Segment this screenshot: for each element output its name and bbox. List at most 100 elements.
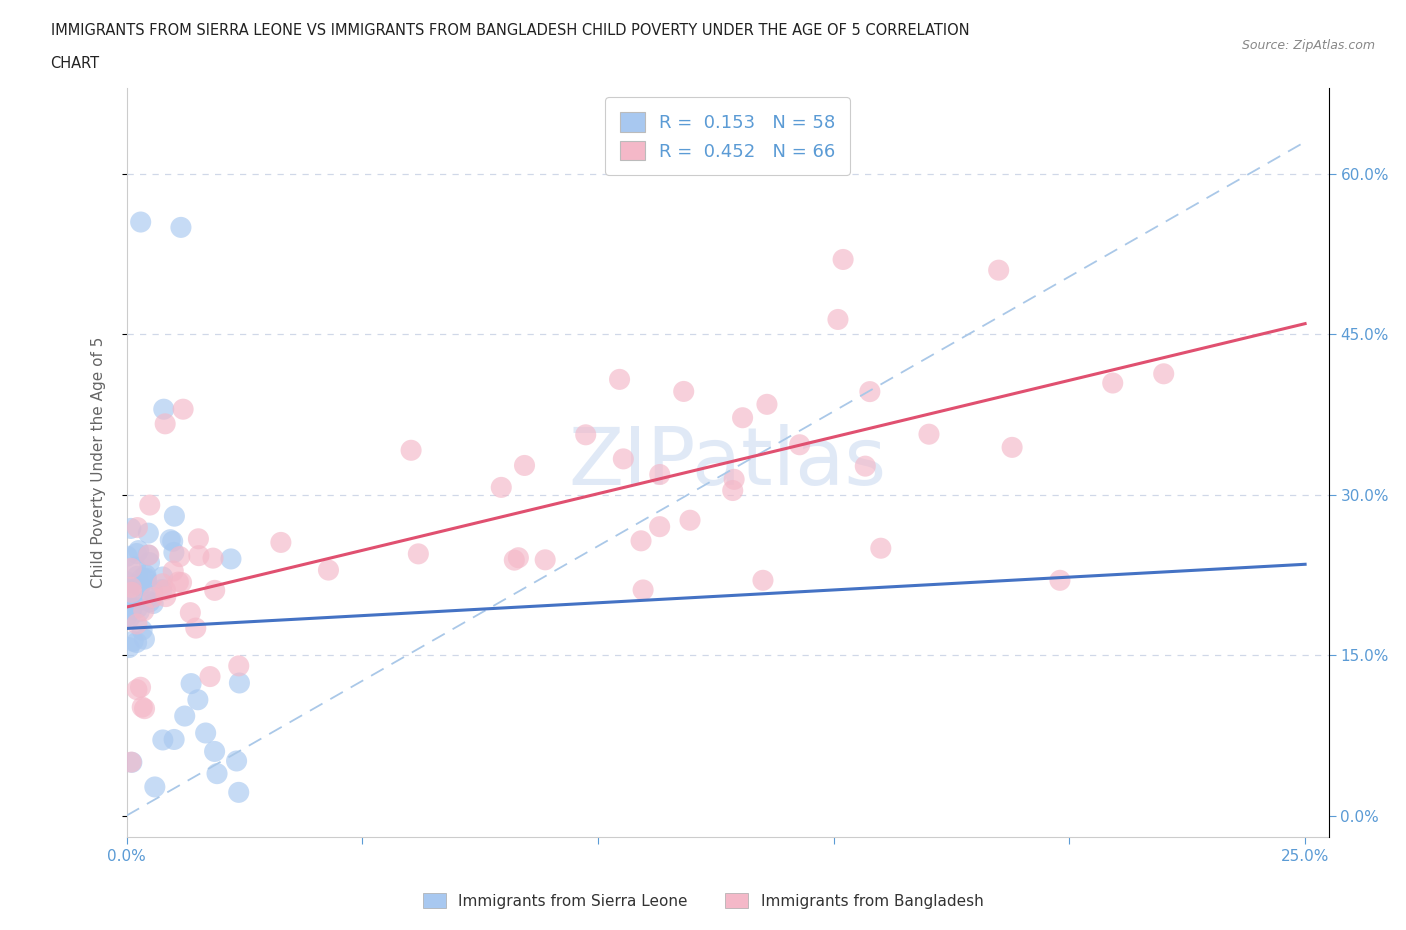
Point	[155, 590, 177, 604]
Point	[731, 410, 754, 425]
Point	[127, 601, 149, 616]
Point	[194, 725, 217, 740]
Point	[198, 670, 221, 684]
Point	[142, 584, 165, 599]
Point	[723, 472, 745, 486]
Point	[134, 701, 156, 716]
Point	[128, 604, 150, 619]
Point	[115, 609, 138, 624]
Point	[672, 384, 695, 399]
Point	[115, 549, 138, 564]
Point	[184, 620, 207, 635]
Point	[155, 582, 177, 597]
Point	[135, 571, 157, 586]
Point	[202, 551, 225, 565]
Point	[152, 569, 174, 584]
Point	[121, 585, 143, 600]
Point	[534, 552, 557, 567]
Point	[170, 220, 193, 235]
Point	[752, 573, 775, 588]
Point	[120, 755, 142, 770]
Point	[630, 534, 652, 549]
Point	[132, 604, 155, 618]
Point	[159, 532, 181, 547]
Point	[204, 583, 226, 598]
Point	[170, 575, 193, 590]
Point	[869, 541, 891, 556]
Point	[228, 675, 250, 690]
Point	[853, 458, 876, 473]
Point	[128, 543, 150, 558]
Point	[120, 521, 142, 536]
Point	[163, 545, 186, 560]
Point	[131, 699, 153, 714]
Point	[121, 755, 143, 770]
Point	[503, 552, 526, 567]
Point	[124, 560, 146, 575]
Point	[270, 535, 292, 550]
Point	[135, 567, 157, 582]
Point	[125, 617, 148, 631]
Point	[1049, 573, 1071, 588]
Point	[120, 601, 142, 616]
Point	[136, 548, 159, 563]
Point	[138, 594, 160, 609]
Point	[679, 512, 702, 527]
Point	[408, 547, 430, 562]
Point	[187, 692, 209, 707]
Point	[134, 631, 156, 646]
Point	[225, 753, 247, 768]
Point	[399, 443, 422, 458]
Point	[117, 583, 139, 598]
Point	[163, 509, 186, 524]
Point	[187, 531, 209, 546]
Point	[152, 733, 174, 748]
Point	[648, 519, 671, 534]
Point	[162, 564, 184, 578]
Point	[120, 580, 142, 595]
Point	[117, 608, 139, 623]
Point	[987, 263, 1010, 278]
Point	[508, 551, 530, 565]
Point	[827, 312, 849, 327]
Point	[205, 766, 228, 781]
Point	[127, 520, 149, 535]
Point	[204, 744, 226, 759]
Point	[219, 551, 242, 566]
Point	[162, 534, 184, 549]
Point	[575, 428, 598, 443]
Point	[142, 590, 165, 604]
Point	[129, 680, 152, 695]
Point	[120, 601, 142, 616]
Point	[125, 635, 148, 650]
Point	[125, 546, 148, 561]
Text: IMMIGRANTS FROM SIERRA LEONE VS IMMIGRANTS FROM BANGLADESH CHILD POVERTY UNDER T: IMMIGRANTS FROM SIERRA LEONE VS IMMIGRAN…	[51, 23, 969, 38]
Point	[142, 596, 165, 611]
Point	[117, 575, 139, 590]
Point	[631, 582, 654, 597]
Text: ZIPatlas: ZIPatlas	[568, 424, 887, 501]
Point	[318, 563, 340, 578]
Point	[138, 525, 160, 540]
Point	[918, 427, 941, 442]
Point	[612, 451, 634, 466]
Point	[143, 779, 166, 794]
Point	[187, 548, 209, 563]
Point	[163, 732, 186, 747]
Point	[1153, 366, 1175, 381]
Point	[179, 605, 201, 620]
Point	[1001, 440, 1024, 455]
Point	[131, 622, 153, 637]
Point	[721, 483, 744, 498]
Point	[127, 569, 149, 584]
Point	[153, 417, 176, 432]
Point	[648, 467, 671, 482]
Point	[228, 785, 250, 800]
Point	[755, 397, 778, 412]
Point	[138, 548, 160, 563]
Point	[173, 709, 195, 724]
Text: CHART: CHART	[51, 56, 100, 71]
Point	[118, 640, 141, 655]
Point	[491, 480, 513, 495]
Point	[172, 402, 194, 417]
